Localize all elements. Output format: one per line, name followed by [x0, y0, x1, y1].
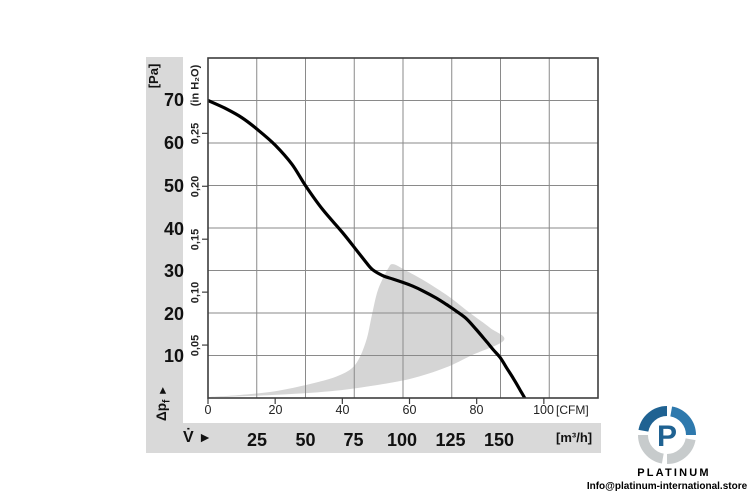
brand-name: PLATINUM [637, 467, 711, 479]
pa-tick-label: 40 [163, 219, 184, 239]
cfm-tick-label: 40 [335, 403, 350, 417]
pa-tick-label: 30 [163, 261, 184, 281]
m3h-tick-label: 100 [386, 430, 418, 450]
pa-tick-label: 60 [163, 133, 184, 153]
delta-p-axis-label: Δpf ► [154, 385, 173, 421]
inh2o-tick-label: 0,05 [189, 334, 202, 357]
inh2o-unit-label: (in H₂O) [189, 64, 202, 107]
svg-text:P: P [657, 420, 677, 453]
m3h-tick-label: 75 [343, 430, 364, 450]
cfm-tick-label: 20 [268, 403, 283, 417]
y-axis-band [146, 57, 183, 452]
pa-tick-label: 10 [163, 346, 184, 366]
m3h-tick-label: 25 [246, 430, 268, 450]
m3h-tick-label: 150 [483, 430, 515, 450]
cfm-unit-label: [CFM] [556, 403, 589, 417]
cfm-tick-label: 0 [204, 403, 212, 417]
plot-area [202, 57, 599, 404]
cfm-tick-label: 100 [533, 403, 554, 417]
cfm-tick-label: 80 [469, 403, 484, 417]
m3h-tick-label: 50 [295, 430, 316, 450]
m3h-unit-label: [m³/h] [556, 430, 593, 445]
platinum-logo-icon: P [638, 406, 696, 464]
right-arrow-icon: ► [198, 429, 212, 445]
inh2o-tick-label: 0,15 [189, 228, 202, 251]
inh2o-tick-label: 0,25 [189, 122, 202, 145]
pa-tick-label: 50 [163, 176, 184, 196]
m3h-tick-label: 125 [435, 430, 466, 450]
inh2o-tick-label: 0,20 [189, 175, 202, 198]
pa-tick-label: 70 [163, 90, 184, 110]
flow-axis-label: V̇ ► [183, 429, 212, 446]
x-axis-band [146, 423, 601, 453]
cfm-tick-label: 60 [402, 403, 417, 417]
pa-tick-label: 20 [163, 304, 184, 324]
up-arrow-icon: ► [157, 385, 169, 396]
contact-email: Info@platinum-international.store [586, 481, 748, 492]
inh2o-tick-label: 0,10 [189, 281, 202, 304]
